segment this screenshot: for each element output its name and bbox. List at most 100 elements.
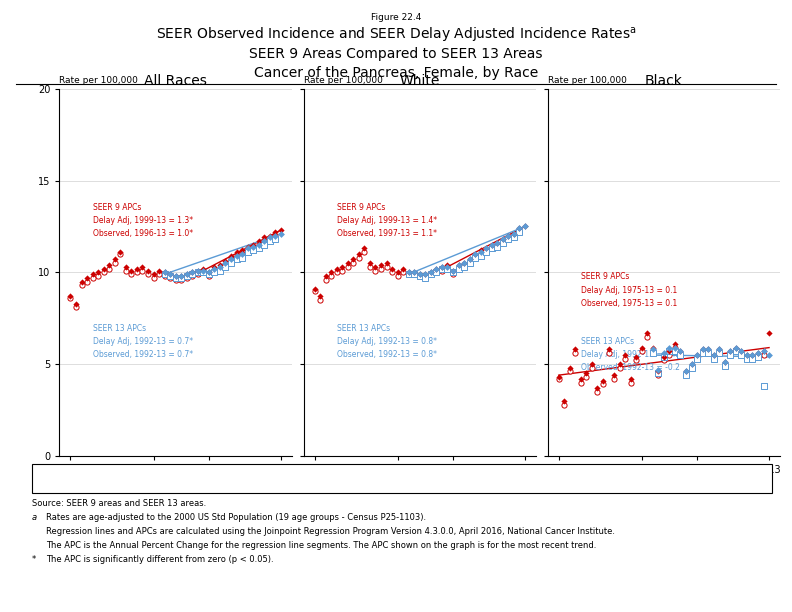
Point bbox=[402, 269, 415, 279]
Point bbox=[480, 247, 493, 257]
Point bbox=[253, 240, 265, 250]
Point bbox=[408, 269, 421, 279]
Point bbox=[657, 352, 670, 362]
Point bbox=[175, 271, 188, 281]
Point bbox=[402, 269, 415, 279]
Point bbox=[652, 367, 664, 376]
Point bbox=[735, 346, 748, 356]
Point bbox=[186, 267, 199, 277]
Point bbox=[364, 262, 376, 272]
Text: SEER 13 APCs
Delay Adj, 1992-13 = -0.1
Observed, 1992-13 = -0.2: SEER 13 APCs Delay Adj, 1992-13 = -0.1 O… bbox=[581, 337, 680, 372]
Point bbox=[158, 267, 171, 277]
Point bbox=[696, 345, 709, 354]
Point bbox=[508, 233, 520, 242]
Point bbox=[591, 383, 604, 393]
Point bbox=[347, 258, 360, 268]
Point bbox=[741, 350, 753, 360]
Point bbox=[508, 233, 520, 242]
Point bbox=[729, 343, 742, 353]
Point bbox=[585, 359, 598, 369]
Point bbox=[729, 343, 742, 353]
Point bbox=[214, 262, 227, 272]
Point bbox=[458, 258, 470, 268]
Point bbox=[696, 348, 709, 358]
Point bbox=[430, 264, 443, 274]
Point bbox=[691, 350, 703, 360]
Point bbox=[641, 332, 653, 341]
Point bbox=[707, 354, 720, 364]
Point bbox=[641, 328, 653, 338]
Point bbox=[247, 244, 260, 253]
Point bbox=[652, 370, 664, 380]
Point bbox=[668, 343, 681, 353]
Point bbox=[325, 267, 337, 277]
Point bbox=[158, 271, 171, 281]
Point bbox=[425, 267, 437, 277]
Point bbox=[308, 286, 321, 296]
Point bbox=[186, 271, 199, 281]
Point bbox=[718, 357, 731, 367]
Point bbox=[419, 273, 432, 283]
Point bbox=[330, 264, 343, 274]
Point bbox=[147, 269, 160, 279]
Text: Rate per 100,000: Rate per 100,000 bbox=[547, 76, 626, 85]
Point bbox=[513, 223, 526, 233]
Point bbox=[230, 251, 243, 261]
Point bbox=[136, 266, 149, 275]
Title: All Races: All Races bbox=[144, 73, 207, 88]
Point bbox=[447, 266, 459, 275]
Point bbox=[192, 269, 204, 279]
Text: SEER 9 APCs
Delay Adj, 1975-13 = 0.1
Observed, 1975-13 = 0.1: SEER 9 APCs Delay Adj, 1975-13 = 0.1 Obs… bbox=[581, 272, 677, 308]
Point bbox=[64, 291, 77, 301]
Point bbox=[474, 251, 487, 261]
Point bbox=[519, 222, 531, 231]
Point bbox=[652, 368, 664, 378]
Text: Regression lines and APCs are calculated using the Joinpoint Regression Program : Regression lines and APCs are calculated… bbox=[46, 527, 615, 536]
Point bbox=[469, 249, 482, 259]
Point bbox=[81, 273, 93, 283]
Point bbox=[269, 227, 282, 237]
Point bbox=[97, 267, 110, 277]
Point bbox=[352, 249, 365, 259]
Point bbox=[92, 267, 105, 277]
Text: SEER 9 APCs
Delay Adj, 1999-13 = 1.4*
Observed, 1997-13 = 1.1*: SEER 9 APCs Delay Adj, 1999-13 = 1.4* Ob… bbox=[337, 203, 437, 238]
Point bbox=[153, 269, 166, 279]
Point bbox=[752, 348, 764, 358]
Point bbox=[567, 474, 580, 483]
Point bbox=[347, 255, 360, 264]
Point bbox=[707, 354, 720, 364]
Point bbox=[680, 370, 692, 380]
Point bbox=[635, 346, 648, 356]
X-axis label: Year of Diagnosis: Year of Diagnosis bbox=[128, 478, 223, 488]
Point bbox=[702, 348, 714, 358]
Text: Rate per 100,000: Rate per 100,000 bbox=[303, 76, 383, 85]
Point bbox=[447, 266, 459, 275]
Point bbox=[230, 251, 243, 261]
Point bbox=[757, 350, 770, 360]
Point bbox=[441, 264, 454, 274]
Point bbox=[413, 269, 426, 279]
Text: a: a bbox=[32, 513, 36, 522]
Point bbox=[452, 264, 465, 274]
Point bbox=[258, 233, 271, 242]
Point bbox=[718, 361, 731, 371]
Point bbox=[491, 242, 504, 252]
Point bbox=[380, 262, 393, 272]
Point bbox=[181, 269, 193, 279]
Point bbox=[574, 374, 587, 384]
Point bbox=[375, 264, 387, 274]
Point bbox=[607, 370, 620, 380]
Text: Rates are age-adjusted to the 2000 US Std Population (19 age groups - Census P25: Rates are age-adjusted to the 2000 US St… bbox=[46, 513, 426, 522]
Text: SEER 13 Delay-Adj. Incidence: SEER 13 Delay-Adj. Incidence bbox=[405, 474, 538, 483]
Point bbox=[181, 273, 193, 283]
Text: SEER Observed Incidence and SEER Delay Adjusted Incidence Rates$\mathregular{^a}: SEER Observed Incidence and SEER Delay A… bbox=[155, 26, 637, 45]
Point bbox=[253, 244, 265, 253]
Point bbox=[230, 247, 243, 257]
Point bbox=[741, 354, 753, 364]
Point bbox=[685, 363, 698, 373]
Point bbox=[402, 267, 415, 277]
Point bbox=[275, 229, 287, 239]
Text: Cancer of the Pancreas, Female, by Race: Cancer of the Pancreas, Female, by Race bbox=[254, 66, 538, 80]
Point bbox=[208, 267, 221, 277]
Point bbox=[386, 267, 398, 277]
